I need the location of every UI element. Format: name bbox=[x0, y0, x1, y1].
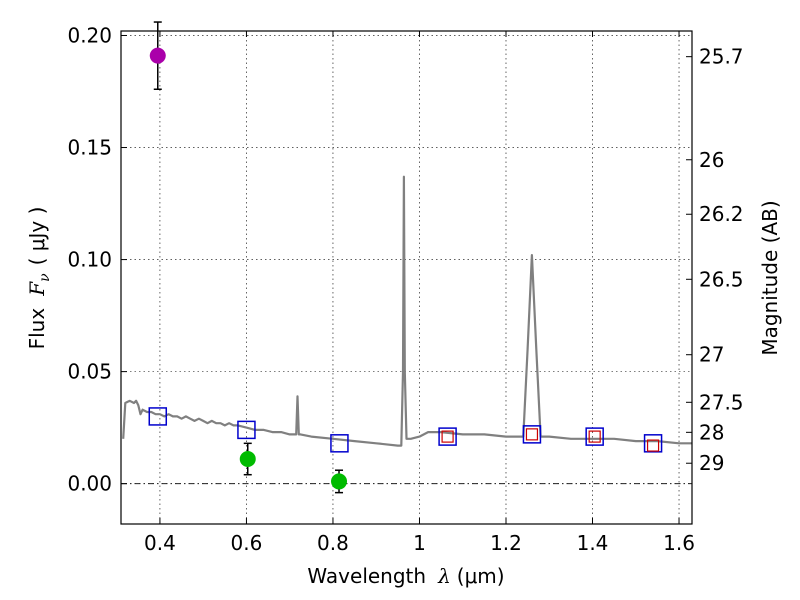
plot-frame bbox=[120, 30, 693, 525]
x-axis-label: Wavelength λ (μm) bbox=[307, 564, 504, 588]
x-tick-label: 0.6 bbox=[231, 531, 263, 555]
sed-model-layer bbox=[122, 175, 692, 447]
v-point bbox=[239, 451, 256, 468]
mag-tick-label: 29 bbox=[699, 451, 724, 475]
mag-tick-label: 26.5 bbox=[699, 267, 744, 291]
x-tick-label: 1 bbox=[413, 531, 426, 555]
y-tick-label: 0.10 bbox=[67, 248, 112, 272]
mag-tick-label: 27 bbox=[699, 343, 724, 367]
model-photometry-marker bbox=[237, 420, 256, 440]
y-tick-label: 0.15 bbox=[67, 136, 112, 160]
model-photometry-marker bbox=[643, 434, 663, 453]
model-photometry-marker bbox=[330, 434, 349, 453]
sed-model-line bbox=[122, 175, 692, 447]
model-photometry-marker bbox=[148, 407, 168, 426]
grid bbox=[121, 31, 692, 524]
x-tick-label: 1.6 bbox=[663, 531, 695, 555]
marker-layer bbox=[148, 21, 663, 494]
model-photometry-marker bbox=[438, 427, 457, 446]
ticks bbox=[121, 31, 692, 524]
mag-tick-label: 27.5 bbox=[699, 390, 744, 414]
y-tick-label: 0.20 bbox=[67, 23, 112, 47]
y-axis-label: FluxFν( μJy ) bbox=[25, 207, 53, 350]
x-tick-label: 0.8 bbox=[317, 531, 349, 555]
mag-tick-label: 26 bbox=[699, 148, 724, 172]
y-tick-label: 0.05 bbox=[67, 360, 112, 384]
model-photometry-inner-marker bbox=[646, 439, 660, 452]
mag-tick-label: 28 bbox=[699, 420, 724, 444]
y-tick-label: 0.00 bbox=[67, 472, 112, 496]
model-photometry-inner-marker bbox=[441, 430, 454, 443]
mag-tick-label: 25.7 bbox=[699, 45, 744, 69]
mag-tick-label: 26.2 bbox=[699, 202, 744, 226]
tick-labels: 0.4 0.6 0.8 1 1.2 1.4 1.6 0.00 0.05 0.10 0.15 0.20 2… bbox=[67, 23, 743, 555]
i-point bbox=[331, 473, 348, 490]
x-tick-label: 1.4 bbox=[577, 531, 609, 555]
uv-point bbox=[149, 47, 166, 64]
y2-axis-label: Magnitude (AB) bbox=[758, 200, 782, 355]
model-photometry-marker bbox=[522, 425, 542, 444]
model-photometry-inner-marker bbox=[588, 430, 601, 443]
model-photometry-inner-marker bbox=[525, 428, 539, 441]
x-tick-label: 0.4 bbox=[144, 531, 176, 555]
model-photometry-marker bbox=[585, 427, 604, 446]
x-tick-label: 1.2 bbox=[490, 531, 522, 555]
